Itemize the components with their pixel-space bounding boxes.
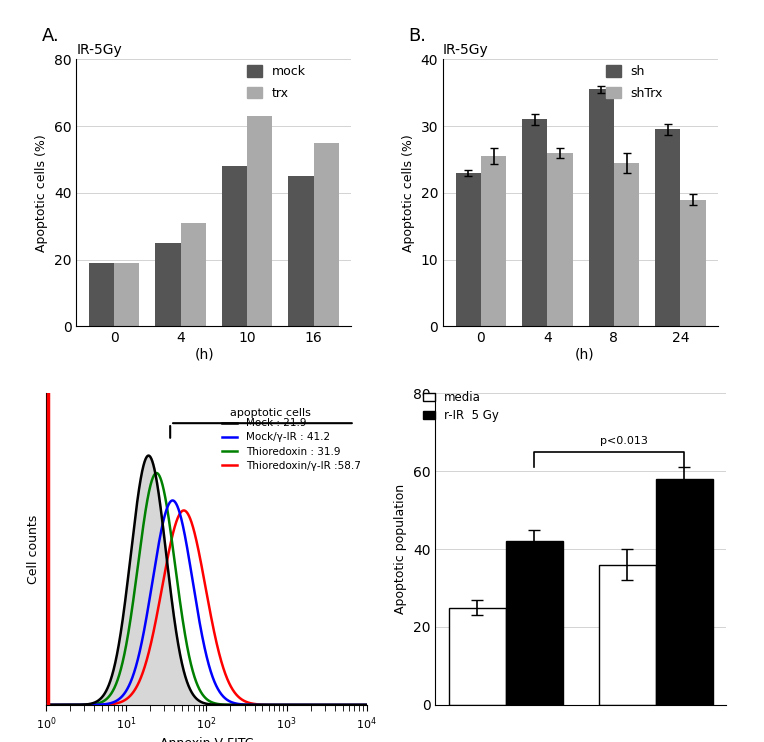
Y-axis label: Apoptotic population: Apoptotic population (394, 484, 407, 614)
Bar (547, 153, 573, 326)
Legend: sh, shTrx: sh, shTrx (601, 60, 668, 105)
Bar (681, 200, 706, 326)
Bar (114, 263, 140, 326)
Bar (614, 162, 639, 326)
Text: (h): (h) (575, 347, 594, 361)
Bar (89, 263, 114, 326)
Y-axis label: Apoptotic cells (%): Apoptotic cells (%) (402, 134, 415, 252)
Legend: media, r-IR  5 Gy: media, r-IR 5 Gy (418, 387, 503, 427)
Bar (656, 479, 713, 705)
Y-axis label: Apoptotic cells (%): Apoptotic cells (%) (35, 134, 48, 252)
Bar (599, 565, 656, 705)
Bar (314, 142, 339, 326)
Text: IR-5Gy: IR-5Gy (443, 43, 489, 57)
Bar (180, 223, 206, 326)
Text: p<0.013: p<0.013 (601, 436, 648, 446)
Legend: mock, trx: mock, trx (242, 60, 311, 105)
Bar (222, 166, 248, 326)
Legend: Mock : 21.9, Mock/γ-IR : 41.2, Thioredoxin : 31.9, Thioredoxin/γ-IR :58.7: Mock : 21.9, Mock/γ-IR : 41.2, Thioredox… (218, 414, 364, 475)
Text: (h): (h) (194, 347, 214, 361)
X-axis label: Annexin V FITC: Annexin V FITC (160, 738, 253, 742)
Text: apoptotic cells: apoptotic cells (230, 408, 311, 418)
Bar (448, 608, 506, 705)
Bar (455, 173, 481, 326)
Bar (155, 243, 180, 326)
Bar (522, 119, 547, 326)
Bar (481, 157, 507, 326)
Text: B.: B. (409, 27, 427, 45)
Text: IR-5Gy: IR-5Gy (76, 43, 122, 57)
Y-axis label: Cell counts: Cell counts (28, 514, 40, 584)
Bar (655, 129, 681, 326)
Text: A.: A. (42, 27, 60, 45)
Bar (288, 177, 314, 326)
Bar (588, 90, 614, 326)
Bar (506, 542, 562, 705)
Bar (248, 116, 273, 326)
